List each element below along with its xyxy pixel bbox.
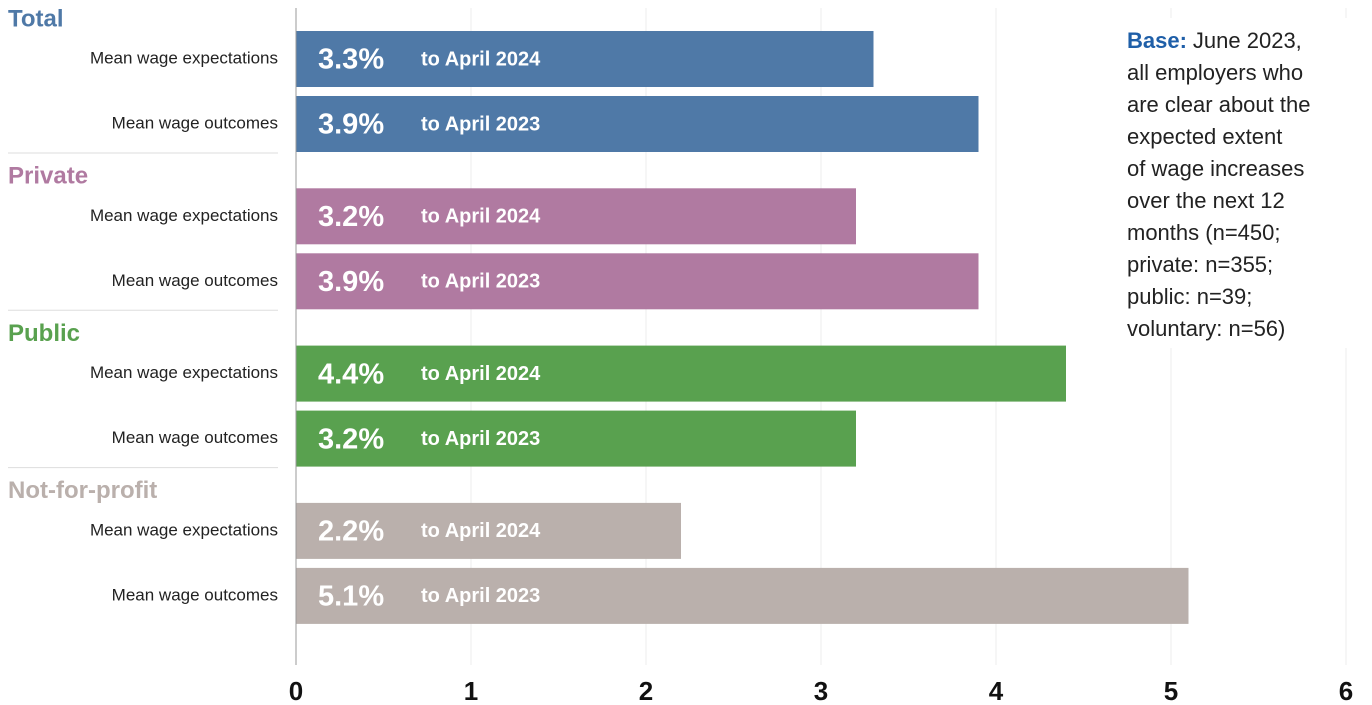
bar: [296, 253, 979, 310]
note-line: expected extent: [1127, 124, 1282, 149]
period-label: to April 2024: [421, 48, 541, 70]
note-line: months (n=450;: [1127, 220, 1280, 245]
x-tick-label: 0: [289, 676, 303, 705]
note-line: private: n=355;: [1127, 252, 1273, 277]
category-label: Mean wage expectations: [90, 206, 278, 225]
note-line: are clear about the: [1127, 92, 1310, 117]
category-label: Mean wage expectations: [90, 48, 278, 67]
category-label: Mean wage outcomes: [112, 428, 278, 447]
x-tick-label: 3: [814, 676, 828, 705]
period-label: to April 2023: [421, 428, 540, 450]
value-label: 3.3%: [318, 44, 384, 76]
period-label: to April 2024: [421, 363, 541, 385]
group-title: Private: [8, 163, 88, 190]
value-label: 2.2%: [318, 516, 384, 548]
x-tick-label: 6: [1339, 676, 1353, 705]
bar: [296, 567, 1189, 624]
group-title: Public: [8, 320, 80, 347]
period-label: to April 2023: [421, 585, 540, 607]
period-label: to April 2024: [421, 520, 541, 542]
period-label: to April 2024: [421, 206, 541, 228]
category-label: Mean wage outcomes: [112, 113, 278, 132]
value-label: 3.2%: [318, 423, 384, 455]
value-label: 5.1%: [318, 581, 384, 613]
category-label: Mean wage expectations: [90, 520, 278, 539]
x-tick-label: 4: [989, 676, 1004, 705]
category-label: Mean wage expectations: [90, 363, 278, 382]
category-label: Mean wage outcomes: [112, 585, 278, 604]
x-tick-label: 1: [464, 676, 478, 705]
note-line: June 2023,: [1193, 28, 1302, 53]
value-label: 3.9%: [318, 266, 384, 298]
note-line: over the next 12: [1127, 188, 1285, 213]
bar: [296, 96, 979, 152]
group-title: Not-for-profit: [8, 477, 157, 504]
period-label: to April 2023: [421, 271, 540, 293]
category-label: Mean wage outcomes: [112, 271, 278, 290]
value-label: 3.9%: [318, 109, 384, 141]
note-background: [1108, 18, 1372, 348]
value-label: 3.2%: [318, 201, 384, 233]
bar: [296, 188, 856, 245]
x-tick-label: 2: [639, 676, 653, 705]
bar: [296, 410, 856, 467]
note-line: all employers who: [1127, 60, 1303, 85]
note-line: public: n=39;: [1127, 284, 1252, 309]
value-label: 4.4%: [318, 358, 384, 390]
x-tick-label: 5: [1164, 676, 1178, 705]
bar: [296, 502, 681, 559]
period-label: to April 2023: [421, 113, 540, 135]
note-line: of wage increases: [1127, 156, 1304, 181]
group-title: Total: [8, 5, 64, 32]
note-line: voluntary: n=56): [1127, 316, 1285, 341]
note: Base: June 2023, all employers who are clea…: [1127, 28, 1310, 341]
bar: [296, 31, 874, 87]
note-label: Base:: [1127, 28, 1187, 53]
bar: [296, 345, 1066, 402]
